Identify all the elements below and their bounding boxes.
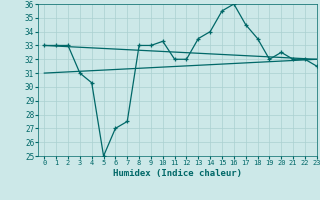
X-axis label: Humidex (Indice chaleur): Humidex (Indice chaleur) [113, 169, 242, 178]
